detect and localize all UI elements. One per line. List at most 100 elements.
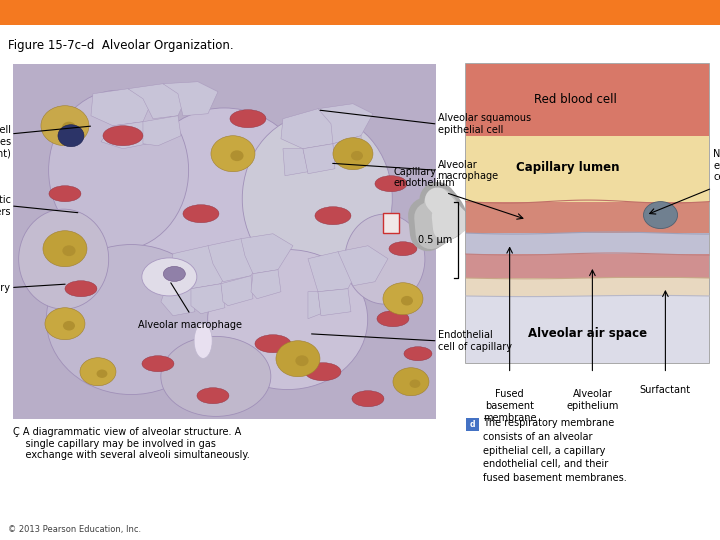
Ellipse shape: [43, 231, 87, 267]
Ellipse shape: [333, 138, 373, 170]
Text: Nucleus of
endothelial
cell: Nucleus of endothelial cell: [714, 149, 720, 182]
Ellipse shape: [62, 122, 76, 134]
Text: Alveolar squamous
epithelial cell: Alveolar squamous epithelial cell: [438, 113, 531, 135]
Ellipse shape: [163, 266, 185, 281]
Polygon shape: [251, 269, 281, 299]
Ellipse shape: [161, 336, 271, 416]
Ellipse shape: [80, 357, 116, 386]
Text: Fused
basement
membrane: Fused basement membrane: [483, 389, 536, 423]
Text: Alveolar macrophage: Alveolar macrophage: [138, 320, 243, 329]
Ellipse shape: [375, 176, 407, 192]
Ellipse shape: [383, 283, 423, 315]
Ellipse shape: [345, 214, 425, 304]
Ellipse shape: [230, 150, 243, 161]
Bar: [13, 64, 436, 419]
Polygon shape: [303, 144, 335, 174]
Text: Alveolar
epithelium: Alveolar epithelium: [566, 389, 618, 411]
Polygon shape: [318, 289, 351, 316]
Ellipse shape: [389, 242, 417, 256]
Text: The respiratory membrane
consists of an alveolar
epithelial cell, a capillary
en: The respiratory membrane consists of an …: [483, 418, 626, 483]
Polygon shape: [171, 246, 233, 289]
Bar: [466, 64, 709, 136]
Polygon shape: [281, 109, 343, 148]
Ellipse shape: [194, 323, 212, 359]
Ellipse shape: [377, 310, 409, 327]
Ellipse shape: [49, 90, 189, 251]
Bar: [466, 254, 709, 278]
Polygon shape: [283, 148, 308, 176]
Polygon shape: [333, 136, 363, 164]
Polygon shape: [101, 122, 148, 148]
Polygon shape: [128, 84, 188, 119]
Polygon shape: [308, 292, 321, 319]
Ellipse shape: [142, 356, 174, 372]
Ellipse shape: [183, 205, 219, 222]
Ellipse shape: [230, 110, 266, 128]
Ellipse shape: [255, 335, 291, 353]
Text: Capillary lumen: Capillary lumen: [516, 160, 620, 174]
Ellipse shape: [65, 281, 97, 296]
Polygon shape: [163, 82, 218, 116]
Ellipse shape: [207, 249, 368, 389]
Polygon shape: [191, 284, 225, 314]
Ellipse shape: [197, 388, 229, 404]
Bar: [466, 233, 709, 254]
Text: Red blood cell: Red blood cell: [534, 93, 617, 106]
Ellipse shape: [401, 296, 413, 306]
Ellipse shape: [393, 368, 429, 396]
Ellipse shape: [49, 186, 81, 202]
Bar: [466, 278, 709, 296]
Bar: [383, 213, 399, 233]
Text: Alveolar air space: Alveolar air space: [528, 327, 647, 340]
Text: Septal cell
(secretes
surfactant): Septal cell (secretes surfactant): [0, 125, 11, 159]
Ellipse shape: [352, 391, 384, 407]
Ellipse shape: [63, 245, 76, 256]
Ellipse shape: [211, 136, 255, 172]
Ellipse shape: [295, 355, 309, 366]
Ellipse shape: [45, 308, 85, 340]
Ellipse shape: [58, 125, 84, 147]
Text: Capillary
endothelium: Capillary endothelium: [394, 167, 456, 188]
Polygon shape: [91, 89, 153, 126]
Polygon shape: [221, 276, 253, 306]
Text: d: d: [469, 421, 475, 429]
Bar: [466, 418, 479, 431]
Ellipse shape: [63, 321, 75, 330]
Ellipse shape: [46, 245, 216, 395]
Text: © 2013 Pearson Education, Inc.: © 2013 Pearson Education, Inc.: [8, 525, 141, 534]
Text: Ç A diagrammatic view of alveolar structure. A
    single capillary may be invol: Ç A diagrammatic view of alveolar struct…: [13, 427, 250, 460]
Bar: [466, 296, 709, 363]
Text: Elastic
fibers: Elastic fibers: [0, 195, 11, 217]
Ellipse shape: [142, 258, 197, 296]
Polygon shape: [338, 246, 388, 286]
Ellipse shape: [130, 108, 319, 318]
Ellipse shape: [96, 369, 107, 378]
Polygon shape: [143, 116, 181, 146]
Polygon shape: [208, 239, 265, 282]
Ellipse shape: [276, 341, 320, 377]
Text: Endothelial
cell of capillary: Endothelial cell of capillary: [438, 330, 512, 352]
Polygon shape: [241, 234, 293, 274]
Text: 0.5 μm: 0.5 μm: [418, 235, 452, 245]
Ellipse shape: [315, 207, 351, 225]
Ellipse shape: [103, 126, 143, 146]
Bar: [466, 201, 709, 233]
Polygon shape: [308, 252, 361, 292]
Ellipse shape: [351, 151, 363, 160]
Text: Alveolar
macrophage: Alveolar macrophage: [438, 159, 499, 181]
Ellipse shape: [644, 201, 678, 228]
Ellipse shape: [410, 380, 420, 388]
Polygon shape: [318, 104, 373, 144]
Ellipse shape: [19, 209, 109, 309]
Ellipse shape: [41, 106, 89, 146]
Bar: [466, 136, 709, 201]
Polygon shape: [161, 274, 195, 316]
Ellipse shape: [305, 363, 341, 381]
Ellipse shape: [242, 114, 392, 284]
Text: Figure 15-7c–d  Alveolar Organization.: Figure 15-7c–d Alveolar Organization.: [8, 39, 233, 52]
Bar: [466, 64, 709, 363]
Text: Surfactant: Surfactant: [640, 386, 691, 395]
Text: Capillary: Capillary: [0, 282, 11, 293]
Ellipse shape: [404, 347, 432, 361]
Bar: [0, 0, 720, 25]
